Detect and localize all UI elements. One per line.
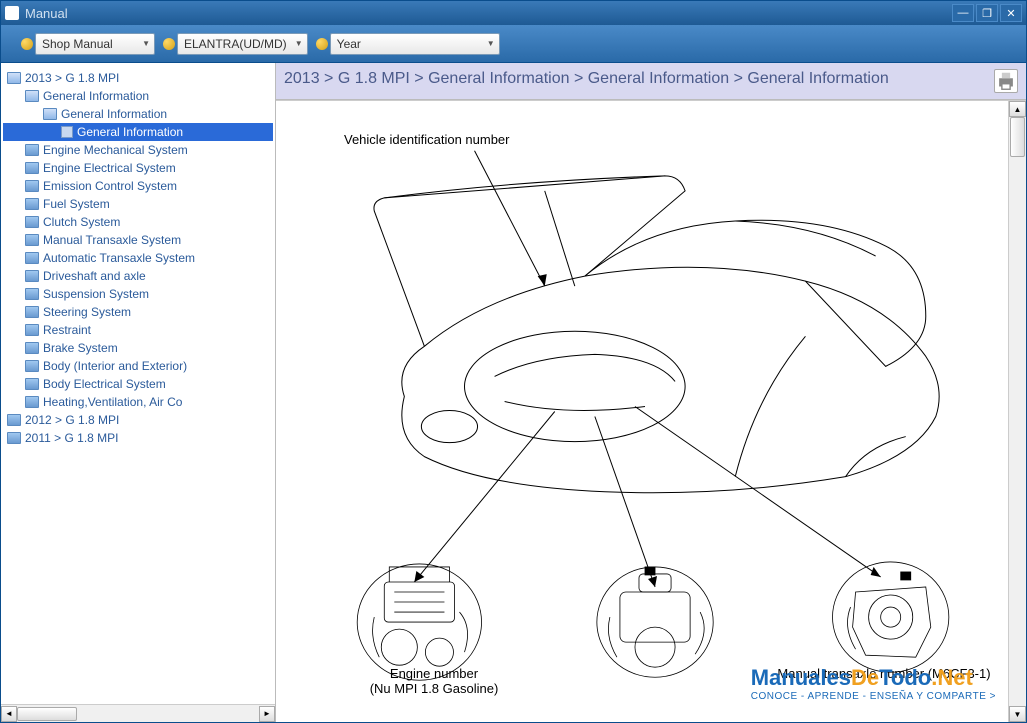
nav-tree: 2013 > G 1.8 MPI General Information Gen… <box>1 63 275 704</box>
tree-node-2012[interactable]: 2012 > G 1.8 MPI <box>3 411 273 429</box>
watermark: ManualesDeTodo.Net CONOCE - APRENDE - EN… <box>751 665 996 702</box>
tree-node-section[interactable]: Heating,Ventilation, Air Co <box>3 393 273 411</box>
tree-node-section[interactable]: Body (Interior and Exterior) <box>3 357 273 375</box>
folder-icon <box>25 180 39 192</box>
bullet-icon <box>316 38 328 50</box>
scroll-track[interactable] <box>17 706 259 722</box>
manual-select[interactable]: Shop Manual <box>35 33 155 55</box>
scroll-thumb[interactable] <box>1010 117 1025 157</box>
tree-node-section[interactable]: Engine Electrical System <box>3 159 273 177</box>
folder-icon <box>25 288 39 300</box>
bullet-icon <box>21 38 33 50</box>
content-body: Vehicle identification number Engine num… <box>276 100 1026 722</box>
tree-node-2011[interactable]: 2011 > G 1.8 MPI <box>3 429 273 447</box>
tree-node-section[interactable]: Steering System <box>3 303 273 321</box>
breadcrumb-bar: 2013 > G 1.8 MPI > General Information >… <box>276 63 1026 100</box>
tree-node-general-info-sub[interactable]: General Information <box>3 105 273 123</box>
scroll-thumb[interactable] <box>17 707 77 721</box>
scroll-down-button[interactable]: ▼ <box>1009 706 1026 722</box>
folder-icon <box>25 234 39 246</box>
sidebar-hscrollbar[interactable]: ◄ ► <box>1 704 275 722</box>
folder-icon <box>25 324 39 336</box>
model-select[interactable]: ELANTRA(UD/MD) <box>177 33 308 55</box>
folder-icon <box>25 252 39 264</box>
sidebar: 2013 > G 1.8 MPI General Information Gen… <box>1 63 276 722</box>
app-window: Manual — ❐ ✕ Shop Manual ELANTRA(UD/MD) … <box>0 0 1027 723</box>
breadcrumb: 2013 > G 1.8 MPI > General Information >… <box>284 69 988 89</box>
folder-open-icon <box>7 72 21 84</box>
folder-icon <box>25 378 39 390</box>
toolbar-group-model: ELANTRA(UD/MD) <box>163 33 308 55</box>
content-vscrollbar[interactable]: ▲ ▼ <box>1008 101 1026 722</box>
folder-icon <box>25 306 39 318</box>
folder-icon <box>25 396 39 408</box>
tree-node-section[interactable]: Manual Transaxle System <box>3 231 273 249</box>
tree-node-2013[interactable]: 2013 > G 1.8 MPI <box>3 69 273 87</box>
watermark-brand: ManualesDeTodo.Net <box>751 665 996 691</box>
tree-node-section[interactable]: Emission Control System <box>3 177 273 195</box>
maximize-button[interactable]: ❐ <box>976 4 998 22</box>
folder-icon <box>7 432 21 444</box>
folder-icon <box>7 414 21 426</box>
tree-node-section[interactable]: Engine Mechanical System <box>3 141 273 159</box>
bullet-icon <box>163 38 175 50</box>
vehicle-diagram: Vehicle identification number Engine num… <box>284 109 1006 714</box>
window-buttons: — ❐ ✕ <box>952 4 1022 22</box>
print-button[interactable] <box>994 69 1018 93</box>
folder-open-icon <box>25 90 39 102</box>
folder-icon <box>25 216 39 228</box>
app-icon <box>5 6 19 20</box>
main-area: 2013 > G 1.8 MPI General Information Gen… <box>1 63 1026 722</box>
tree-node-section[interactable]: Automatic Transaxle System <box>3 249 273 267</box>
scroll-up-button[interactable]: ▲ <box>1009 101 1026 117</box>
tree-node-section[interactable]: Suspension System <box>3 285 273 303</box>
tree-node-section[interactable]: Driveshaft and axle <box>3 267 273 285</box>
folder-icon <box>25 270 39 282</box>
tree-node-general-info[interactable]: General Information <box>3 87 273 105</box>
tree-node-section[interactable]: Body Electrical System <box>3 375 273 393</box>
scroll-right-button[interactable]: ► <box>259 706 275 722</box>
watermark-tagline: CONOCE - APRENDE - ENSEÑA Y COMPARTE > <box>751 691 996 702</box>
label-engine: Engine number (Nu MPI 1.8 Gasoline) <box>354 666 514 696</box>
scroll-left-button[interactable]: ◄ <box>1 706 17 722</box>
tree-node-section[interactable]: Clutch System <box>3 213 273 231</box>
folder-icon <box>25 198 39 210</box>
page-icon <box>61 126 73 138</box>
folder-open-icon <box>43 108 57 120</box>
tree-node-section[interactable]: Brake System <box>3 339 273 357</box>
close-button[interactable]: ✕ <box>1000 4 1022 22</box>
scroll-track[interactable] <box>1009 117 1026 706</box>
window-title: Manual <box>25 6 952 21</box>
toolbar-group-manual: Shop Manual <box>21 33 155 55</box>
folder-icon <box>25 342 39 354</box>
year-select[interactable]: Year <box>330 33 500 55</box>
titlebar: Manual — ❐ ✕ <box>1 1 1026 25</box>
folder-icon <box>25 162 39 174</box>
toolbar: Shop Manual ELANTRA(UD/MD) Year <box>1 25 1026 63</box>
tree-node-general-info-page[interactable]: General Information <box>3 123 273 141</box>
toolbar-group-year: Year <box>316 33 500 55</box>
minimize-button[interactable]: — <box>952 4 974 22</box>
content-pane: 2013 > G 1.8 MPI > General Information >… <box>276 63 1026 722</box>
label-vin: Vehicle identification number <box>344 132 510 147</box>
folder-icon <box>25 144 39 156</box>
tree-node-section[interactable]: Restraint <box>3 321 273 339</box>
printer-icon <box>995 70 1017 92</box>
tree-node-section[interactable]: Fuel System <box>3 195 273 213</box>
folder-icon <box>25 360 39 372</box>
